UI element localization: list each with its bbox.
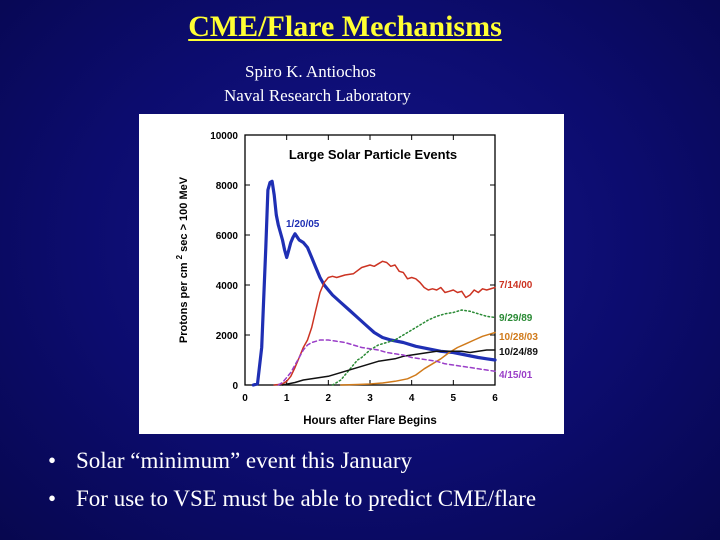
bullet-marker: • [48,486,57,511]
series-line-7-14-00 [273,260,496,386]
x-tick-label: 1 [284,393,290,404]
y-axis-label: Protons per cm 2 sec > 100 MeV [175,176,190,343]
series-line-4-15-01 [277,339,496,386]
series-line-9-29-89 [331,309,496,386]
author-affiliation: Naval Research Laboratory [224,86,411,105]
particle-events-chart: Large Solar Particle Events Hours after … [175,131,538,427]
series-label: 7/14/00 [499,280,533,291]
x-tick-label: 2 [326,393,332,404]
axis-ticks: 0 1 2 3 4 5 6 0 2000 4000 6000 8000 10000 [210,131,498,404]
y-tick-label: 0 [232,381,238,392]
x-tick-label: 0 [242,393,248,404]
bullet-marker: • [48,448,57,473]
series-labels: 1/20/05 7/14/00 9/29/89 10/28/03 10/24/89 4/1… [286,219,538,381]
series-label: 9/29/89 [499,313,533,324]
y-axis-label-rest: sec > 100 MeV [178,176,190,255]
y-axis-label-superscript: 2 [175,254,184,259]
x-tick-label: 5 [451,393,457,404]
author-name: Spiro K. Antiochos [245,62,376,81]
bullet-item: • Solar “minimum” event this January [48,446,536,484]
bullet-text: Solar “minimum” event this January [76,448,412,473]
y-tick-label: 2000 [216,331,239,342]
series-label: 10/24/89 [499,347,538,358]
bullet-text: For use to VSE must be able to predict C… [76,486,537,511]
x-tick-label: 3 [367,393,373,404]
slide-title: CME/Flare Mechanisms [188,10,502,43]
y-tick-label: 4000 [216,281,239,292]
series-line-10-24-89 [281,349,496,386]
bullet-list: • Solar “minimum” event this January • F… [48,446,536,522]
series-label: 4/15/01 [499,370,533,381]
x-tick-label: 6 [492,393,498,404]
series-lines [251,179,497,387]
series-label: 10/28/03 [499,332,538,343]
series-label: 1/20/05 [286,219,320,230]
y-tick-label: 8000 [216,181,239,192]
y-axis-label-text: Protons per cm [178,262,190,343]
series-line-10-28-03 [340,331,496,386]
y-tick-label: 6000 [216,231,239,242]
bullet-item: • For use to VSE must be able to predict… [48,484,536,522]
chart-title: Large Solar Particle Events [289,147,457,162]
x-tick-label: 4 [409,393,415,404]
y-tick-label: 10000 [210,131,238,142]
chart-figure: Large Solar Particle Events Hours after … [139,114,564,434]
x-axis-label: Hours after Flare Begins [303,415,437,427]
series-line-1-20-05 [251,179,497,387]
